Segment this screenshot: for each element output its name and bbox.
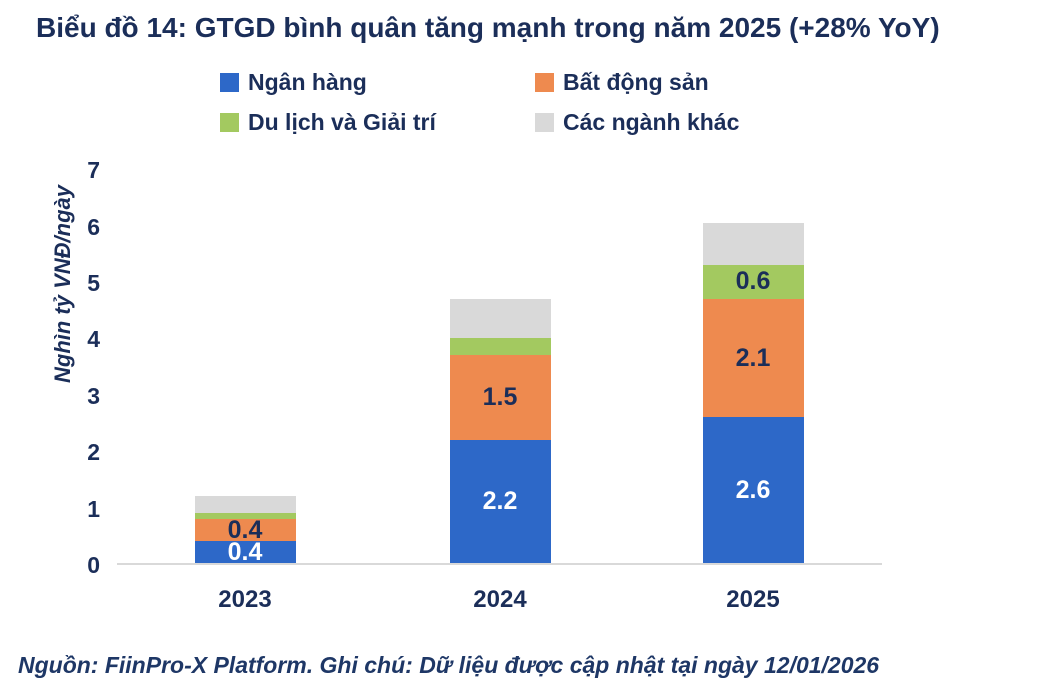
bar-2025-segment-2: 2.1 [702, 298, 804, 418]
legend-item-ngan-hang: Ngân hàng [220, 68, 535, 96]
legend-label: Du lịch và Giải trí [248, 108, 436, 135]
bar-2023-segment-1: 0.4 [194, 538, 296, 567]
y-tick-label: 1 [87, 495, 100, 522]
legend-swatch-orange-icon [535, 72, 554, 92]
bar-2023-segment-4 [194, 496, 296, 514]
bar-2025-segment-4 [702, 222, 804, 266]
bar-value-label: 1.5 [482, 383, 518, 412]
bar-value-label: 0.6 [735, 267, 771, 296]
x-axis-label-2024: 2024 [473, 586, 527, 613]
bar-2024-segment-2: 1.5 [449, 355, 551, 440]
x-axis-label-2025: 2025 [726, 586, 780, 613]
bar-value-label: 2.2 [482, 487, 518, 516]
legend-item-bat-dong-san: Bất động sản [535, 68, 739, 96]
y-tick-label: 6 [87, 213, 100, 240]
y-tick-label: 5 [87, 270, 100, 296]
y-tick-label: 4 [87, 326, 100, 353]
bar-2024-segment-1: 2.2 [449, 439, 551, 564]
y-tick-label: 2 [87, 439, 100, 466]
chart-title: Biểu đồ 14: GTGD bình quân tăng mạnh tro… [36, 12, 940, 43]
bar-value-label: 0.4 [227, 538, 263, 567]
bar-2023-segment-3 [194, 513, 296, 519]
legend-label: Ngân hàng [248, 68, 367, 95]
legend-item-du-lich-giai-tri: Du lịch và Giải trí [220, 108, 535, 136]
legend-swatch-blue-icon [220, 72, 239, 92]
x-axis-line [117, 563, 882, 565]
y-tick-label: 7 [87, 157, 100, 184]
bar-value-label: 0.4 [227, 515, 263, 544]
legend-label: Các ngành khác [563, 108, 740, 135]
legend-label: Bất động sản [563, 68, 709, 95]
bar-2023-segment-2: 0.4 [194, 515, 296, 544]
legend-item-cac-nganh-khac: Các ngành khác [535, 108, 739, 136]
source-note: Nguồn: FiinPro-X Platform. Ghi chú: Dữ l… [18, 652, 880, 678]
legend-swatch-gray-icon [535, 112, 554, 132]
legend-swatch-green-icon [220, 112, 239, 132]
x-axis-label-2023: 2023 [218, 586, 272, 613]
bar-value-label: 2.1 [735, 343, 771, 372]
y-tick-label: 3 [87, 382, 100, 409]
bar-2024-segment-4 [449, 298, 551, 339]
bar-2024-segment-3 [449, 338, 551, 356]
y-tick-label: 0 [87, 552, 100, 578]
legend: Ngân hàng Bất động sản Du lịch và Giải t… [220, 68, 739, 136]
bar-2025-segment-1: 2.6 [702, 417, 804, 564]
bar-2025-segment-3: 0.6 [702, 265, 804, 299]
bar-value-label: 2.6 [735, 476, 771, 505]
